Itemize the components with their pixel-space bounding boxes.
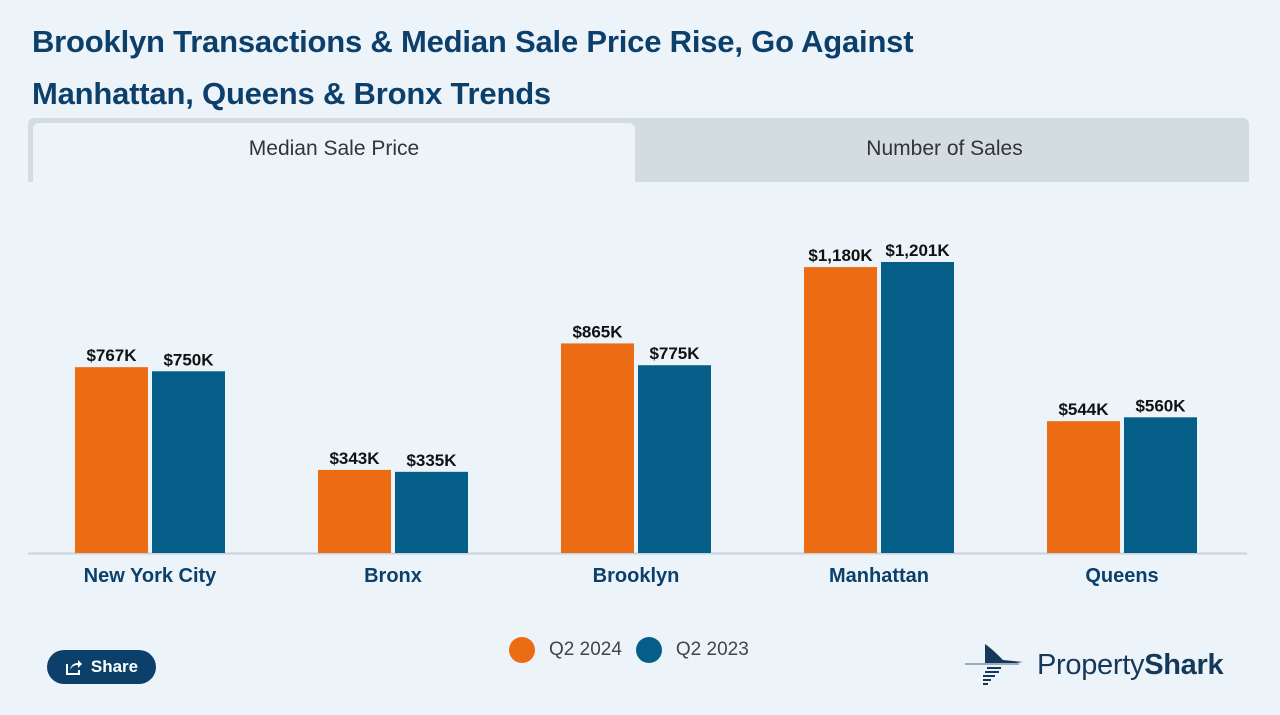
title-line-2: Manhattan, Queens & Bronx Trends xyxy=(32,76,551,111)
logo-text: PropertyShark xyxy=(1037,648,1224,682)
propertyshark-logo[interactable]: PropertyShark xyxy=(963,640,1224,690)
data-label: $1,180K xyxy=(808,246,873,265)
category-label: Bronx xyxy=(364,565,422,587)
bar-q2-2024-queens[interactable] xyxy=(1047,421,1120,553)
logo-text-regular: Property xyxy=(1037,648,1145,681)
bar-q2-2024-new-york-city[interactable] xyxy=(75,367,148,553)
legend: Q2 2024 Q2 2023 xyxy=(509,636,763,664)
title-line-1: Brooklyn Transactions & Median Sale Pric… xyxy=(32,24,914,59)
tab-number-of-sales[interactable]: Number of Sales xyxy=(866,137,1023,160)
category-label: Brooklyn xyxy=(593,565,680,587)
legend-swatch-q2-2023 xyxy=(635,637,662,663)
data-label: $544K xyxy=(1058,400,1109,419)
data-label: $767K xyxy=(86,346,137,365)
category-label: Queens xyxy=(1085,565,1158,587)
legend-label-q2-2024: Q2 2024 xyxy=(549,639,622,660)
bar-q2-2024-brooklyn[interactable] xyxy=(561,343,634,553)
category-label: Manhattan xyxy=(829,565,929,587)
data-label: $1,201K xyxy=(885,241,950,260)
tab-bar: Median Sale Price Number of Sales xyxy=(28,118,1249,182)
bar-q2-2023-bronx[interactable] xyxy=(395,471,468,553)
share-label: Share xyxy=(90,657,139,676)
bar-q2-2023-brooklyn[interactable] xyxy=(638,365,711,553)
tab-median-sale-price[interactable]: Median Sale Price xyxy=(33,123,635,182)
data-label: $560K xyxy=(1135,396,1186,415)
share-icon xyxy=(65,660,82,675)
data-label: $865K xyxy=(572,322,623,341)
share-button[interactable]: Share xyxy=(47,650,156,684)
data-label: $343K xyxy=(329,449,380,468)
legend-item-q2-2023[interactable]: Q2 2023 xyxy=(635,637,749,663)
legend-item-q2-2024[interactable]: Q2 2024 xyxy=(509,637,622,663)
data-label: $775K xyxy=(649,344,700,363)
bar-q2-2023-manhattan[interactable] xyxy=(881,262,954,553)
legend-label-q2-2023: Q2 2023 xyxy=(675,639,749,660)
bar-q2-2023-queens[interactable] xyxy=(1124,417,1197,553)
legend-swatch-q2-2024 xyxy=(509,637,535,663)
data-label: $750K xyxy=(163,350,214,369)
bar-q2-2023-new-york-city[interactable] xyxy=(152,371,225,553)
bar-chart: $767K $750K New York City $343K $335K Bronx $8… xyxy=(28,241,1247,587)
chart-title: Brooklyn Transactions & Median Sale Pric… xyxy=(32,16,1132,120)
shark-fin-icon xyxy=(965,644,1023,685)
logo-text-bold: Shark xyxy=(1144,648,1224,681)
category-label: New York City xyxy=(84,565,218,587)
data-label: $335K xyxy=(406,451,457,470)
bar-q2-2024-bronx[interactable] xyxy=(318,469,391,553)
bar-q2-2024-manhattan[interactable] xyxy=(804,267,877,553)
